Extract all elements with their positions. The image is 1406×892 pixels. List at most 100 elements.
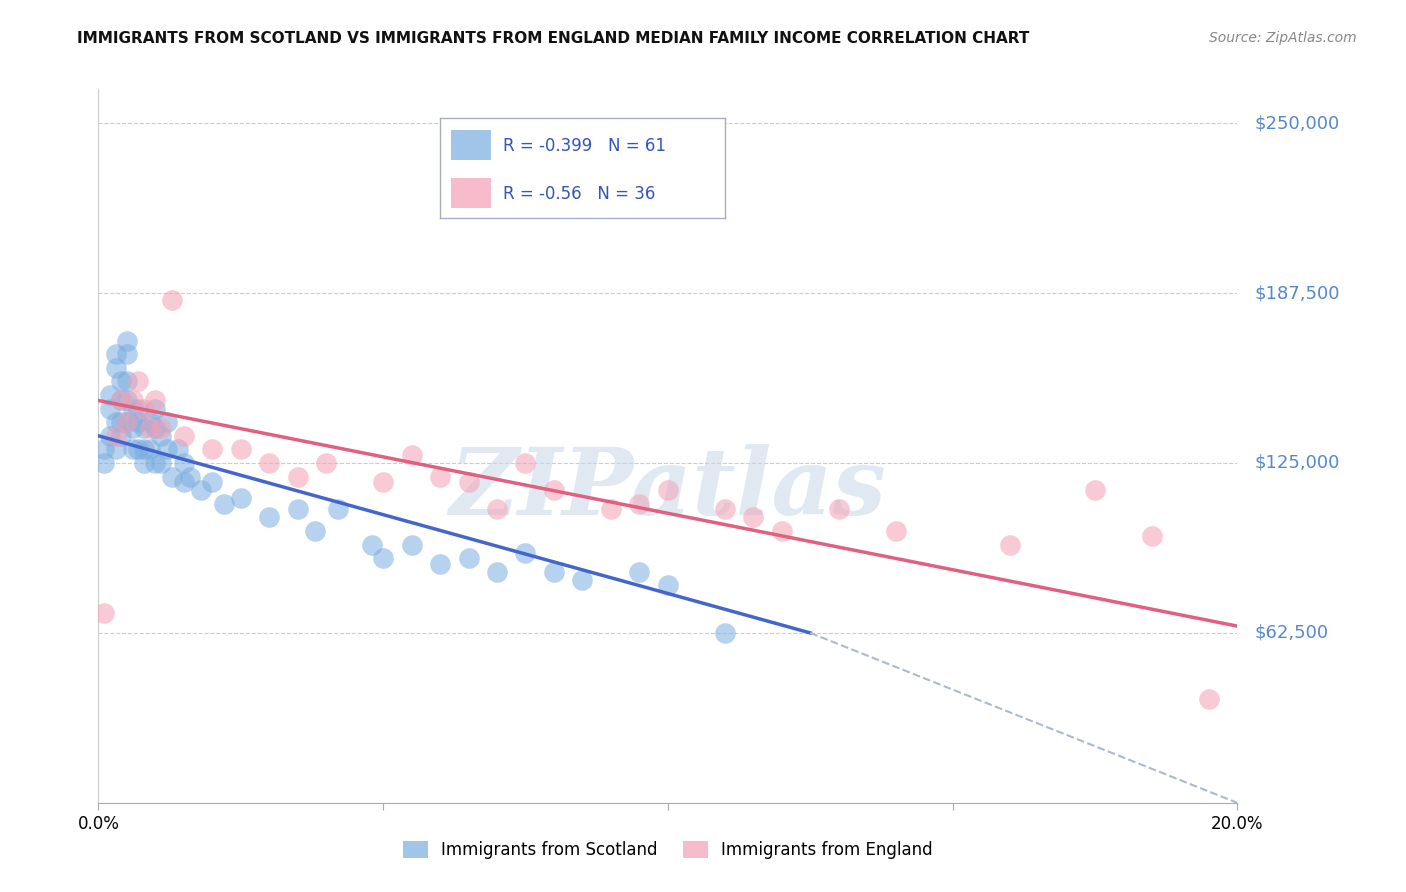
Point — [98, 429, 121, 443]
Point — [121, 442, 143, 457]
Point — [110, 415, 132, 429]
Point — [162, 469, 184, 483]
Point — [132, 401, 155, 416]
Point — [138, 420, 160, 434]
Point — [259, 456, 281, 470]
Point — [167, 442, 190, 457]
Point — [201, 442, 224, 457]
Point — [115, 415, 138, 429]
Point — [104, 442, 127, 457]
Point — [145, 393, 167, 408]
Point — [600, 502, 623, 516]
Point — [884, 524, 907, 538]
Point — [98, 401, 121, 416]
Point — [457, 551, 479, 566]
Point — [628, 565, 651, 579]
Point — [429, 469, 451, 483]
Point — [998, 537, 1021, 551]
Point — [657, 483, 679, 498]
Point — [127, 375, 149, 389]
Point — [145, 456, 167, 470]
Point — [543, 483, 565, 498]
Point — [132, 420, 155, 434]
Point — [287, 469, 309, 483]
Point — [93, 456, 115, 470]
Point — [115, 347, 138, 361]
Point — [373, 475, 395, 489]
Point — [104, 429, 127, 443]
Point — [315, 456, 337, 470]
Text: ZIPatlas: ZIPatlas — [450, 444, 886, 533]
Point — [110, 375, 132, 389]
Point — [138, 442, 160, 457]
Text: $187,500: $187,500 — [1254, 284, 1340, 302]
Point — [628, 497, 651, 511]
Point — [145, 420, 167, 434]
Point — [179, 469, 201, 483]
Point — [742, 510, 765, 524]
Point — [401, 537, 423, 551]
Point — [121, 420, 143, 434]
Point — [173, 475, 195, 489]
Point — [287, 502, 309, 516]
Point — [110, 393, 132, 408]
Point — [104, 347, 127, 361]
Point — [714, 626, 737, 640]
Point — [121, 401, 143, 416]
Point — [110, 393, 132, 408]
Point — [229, 442, 252, 457]
Point — [373, 551, 395, 566]
Text: $62,500: $62,500 — [1254, 624, 1329, 642]
Point — [115, 415, 138, 429]
Point — [110, 429, 132, 443]
Point — [304, 524, 326, 538]
Point — [173, 429, 195, 443]
Text: $125,000: $125,000 — [1254, 454, 1340, 472]
Point — [571, 573, 593, 587]
Point — [457, 475, 479, 489]
Point — [115, 375, 138, 389]
Point — [515, 546, 537, 560]
Point — [121, 393, 143, 408]
Point — [657, 578, 679, 592]
Point — [770, 524, 793, 538]
Point — [138, 415, 160, 429]
Text: IMMIGRANTS FROM SCOTLAND VS IMMIGRANTS FROM ENGLAND MEDIAN FAMILY INCOME CORRELA: IMMIGRANTS FROM SCOTLAND VS IMMIGRANTS F… — [77, 31, 1029, 46]
Point — [98, 388, 121, 402]
Point — [714, 502, 737, 516]
Point — [150, 429, 173, 443]
Point — [127, 415, 149, 429]
Point — [326, 502, 349, 516]
Point — [132, 442, 155, 457]
Point — [93, 442, 115, 457]
Point — [145, 401, 167, 416]
Point — [1198, 692, 1220, 706]
Point — [127, 401, 149, 416]
Point — [229, 491, 252, 506]
Point — [150, 456, 173, 470]
Point — [828, 502, 851, 516]
Point — [132, 456, 155, 470]
Point — [93, 606, 115, 620]
Point — [115, 334, 138, 348]
Point — [543, 565, 565, 579]
Point — [104, 415, 127, 429]
Point — [156, 442, 179, 457]
Point — [515, 456, 537, 470]
Point — [401, 448, 423, 462]
Point — [115, 393, 138, 408]
Point — [162, 293, 184, 307]
Point — [156, 415, 179, 429]
Point — [1140, 529, 1163, 543]
Point — [127, 442, 149, 457]
Text: Source: ZipAtlas.com: Source: ZipAtlas.com — [1209, 31, 1357, 45]
Legend: Immigrants from Scotland, Immigrants from England: Immigrants from Scotland, Immigrants fro… — [396, 834, 939, 866]
Point — [486, 565, 509, 579]
Point — [173, 456, 195, 470]
Point — [360, 537, 382, 551]
Point — [104, 360, 127, 375]
Point — [1084, 483, 1107, 498]
Point — [212, 497, 235, 511]
Point — [259, 510, 281, 524]
Point — [190, 483, 212, 498]
